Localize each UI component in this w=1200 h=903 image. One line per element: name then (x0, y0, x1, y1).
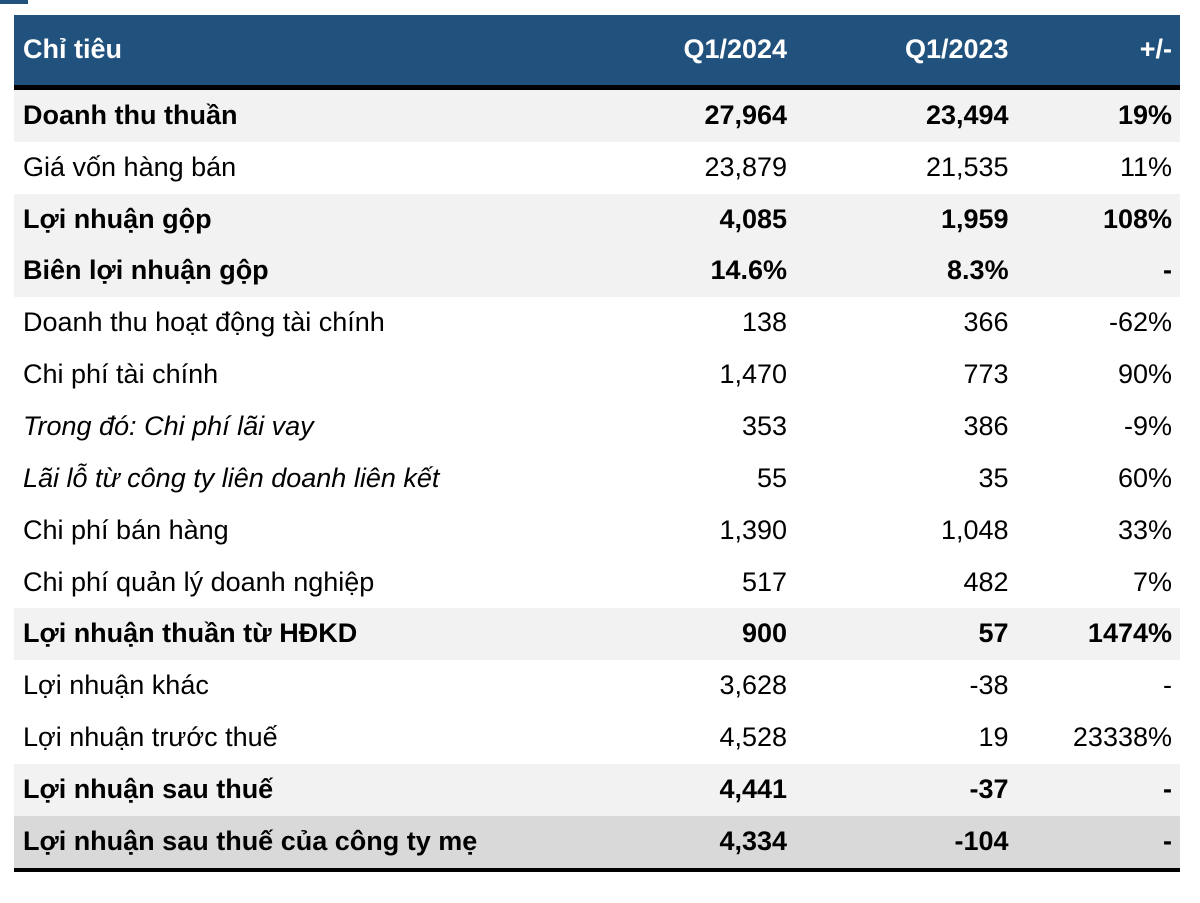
table-row: Chi phí bán hàng 1,390 1,048 33% (14, 504, 1180, 557)
value-cell: 1,048 (801, 504, 1023, 557)
header-row: Chỉ tiêu Q1/2024 Q1/2023 +/- (14, 15, 1180, 90)
table-row: Chi phí quản lý doanh nghiệp 517 482 7% (14, 556, 1180, 609)
table-row: Chi phí tài chính 1,470 773 90% (14, 349, 1180, 402)
row-label-cell: Lợi nhuận trước thuế (14, 712, 632, 765)
table-row: Lợi nhuận gộp 4,085 1,959 108% (14, 193, 1180, 246)
value-cell: 11% (1022, 141, 1180, 194)
value-cell: 1474% (1022, 608, 1180, 661)
row-label-cell: Lợi nhuận thuần từ HĐKD (14, 608, 632, 661)
value-cell: - (1022, 660, 1180, 713)
value-cell: 1,470 (631, 349, 802, 402)
value-cell: 900 (631, 608, 802, 661)
value-cell: -62% (1022, 297, 1180, 350)
row-label-cell: Doanh thu hoạt động tài chính (14, 297, 632, 350)
value-cell: - (1022, 815, 1180, 872)
table-body: Doanh thu thuần 27,964 23,494 19% Giá vốn hà… (14, 87, 1180, 872)
table-row: Lợi nhuận trước thuế 4,528 19 23338% (14, 712, 1180, 765)
value-cell: 23,879 (631, 141, 802, 194)
value-cell: 14.6% (631, 245, 802, 298)
value-cell: 21,535 (801, 141, 1023, 194)
value-cell: 23338% (1022, 712, 1180, 765)
value-cell: 27,964 (631, 87, 802, 142)
table-row: Trong đó: Chi phí lãi vay 353 386 -9% (14, 401, 1180, 453)
value-cell: 8.3% (801, 245, 1023, 298)
table-row: Doanh thu hoạt động tài chính 138 366 -62% (14, 297, 1180, 350)
row-label-cell: Giá vốn hàng bán (14, 141, 632, 194)
value-cell: -104 (801, 815, 1023, 872)
table-row: Lợi nhuận thuần từ HĐKD 900 57 1474% (14, 608, 1180, 661)
column-header-q1-2023: Q1/2023 (801, 15, 1023, 90)
row-label-cell: Lợi nhuận khác (14, 660, 632, 713)
value-cell: -37 (801, 764, 1023, 816)
row-label-cell: Lợi nhuận sau thuế (14, 764, 632, 816)
value-cell: - (1022, 764, 1180, 816)
table-row: Giá vốn hàng bán 23,879 21,535 11% (14, 141, 1180, 194)
value-cell: 1,959 (801, 193, 1023, 246)
value-cell: -38 (801, 660, 1023, 713)
table-row: Lợi nhuận sau thuế của công ty mẹ 4,334 -1… (14, 815, 1180, 872)
table-row: Biên lợi nhuận gộp 14.6% 8.3% - (14, 245, 1180, 298)
column-header-chi-tieu: Chỉ tiêu (14, 15, 632, 90)
row-label-cell: Chi phí tài chính (14, 349, 632, 402)
value-cell: -9% (1022, 401, 1180, 453)
row-label-cell: Lợi nhuận sau thuế của công ty mẹ (14, 815, 632, 872)
value-cell: 35 (801, 452, 1023, 505)
financial-results-table: Chỉ tiêu Q1/2024 Q1/2023 +/- Doanh thu t… (14, 15, 1180, 872)
value-cell: 7% (1022, 556, 1180, 609)
table-header: Chỉ tiêu Q1/2024 Q1/2023 +/- (14, 15, 1180, 90)
value-cell: 57 (801, 608, 1023, 661)
value-cell: 1,390 (631, 504, 802, 557)
value-cell: 482 (801, 556, 1023, 609)
cropped-header-artifact (0, 0, 28, 4)
value-cell: 60% (1022, 452, 1180, 505)
value-cell: 19 (801, 712, 1023, 765)
row-label-cell: Lợi nhuận gộp (14, 193, 632, 246)
row-label-cell: Lãi lỗ từ công ty liên doanh liên kết (14, 452, 632, 505)
table-row: Lãi lỗ từ công ty liên doanh liên kết 55 3… (14, 452, 1180, 505)
value-cell: 353 (631, 401, 802, 453)
value-cell: 108% (1022, 193, 1180, 246)
value-cell: 4,528 (631, 712, 802, 765)
value-cell: 4,334 (631, 815, 802, 872)
value-cell: 19% (1022, 87, 1180, 142)
table-row: Doanh thu thuần 27,964 23,494 19% (14, 87, 1180, 142)
table-row: Lợi nhuận khác 3,628 -38- (14, 660, 1180, 713)
row-label-cell: Doanh thu thuần (14, 87, 632, 142)
value-cell: 55 (631, 452, 802, 505)
value-cell: 3,628 (631, 660, 802, 713)
value-cell: 33% (1022, 504, 1180, 557)
value-cell: 23,494 (801, 87, 1023, 142)
value-cell: - (1022, 245, 1180, 298)
value-cell: 773 (801, 349, 1023, 402)
row-label-cell: Chi phí bán hàng (14, 504, 632, 557)
column-header-q1-2024: Q1/2024 (631, 15, 802, 90)
value-cell: 138 (631, 297, 802, 350)
row-label-cell: Trong đó: Chi phí lãi vay (14, 401, 632, 453)
value-cell: 90% (1022, 349, 1180, 402)
value-cell: 366 (801, 297, 1023, 350)
row-label-cell: Chi phí quản lý doanh nghiệp (14, 556, 632, 609)
value-cell: 4,085 (631, 193, 802, 246)
value-cell: 517 (631, 556, 802, 609)
column-header-change: +/- (1022, 15, 1180, 90)
table-row: Lợi nhuận sau thuế 4,441 -37- (14, 764, 1180, 816)
value-cell: 4,441 (631, 764, 802, 816)
value-cell: 386 (801, 401, 1023, 453)
row-label-cell: Biên lợi nhuận gộp (14, 245, 632, 298)
